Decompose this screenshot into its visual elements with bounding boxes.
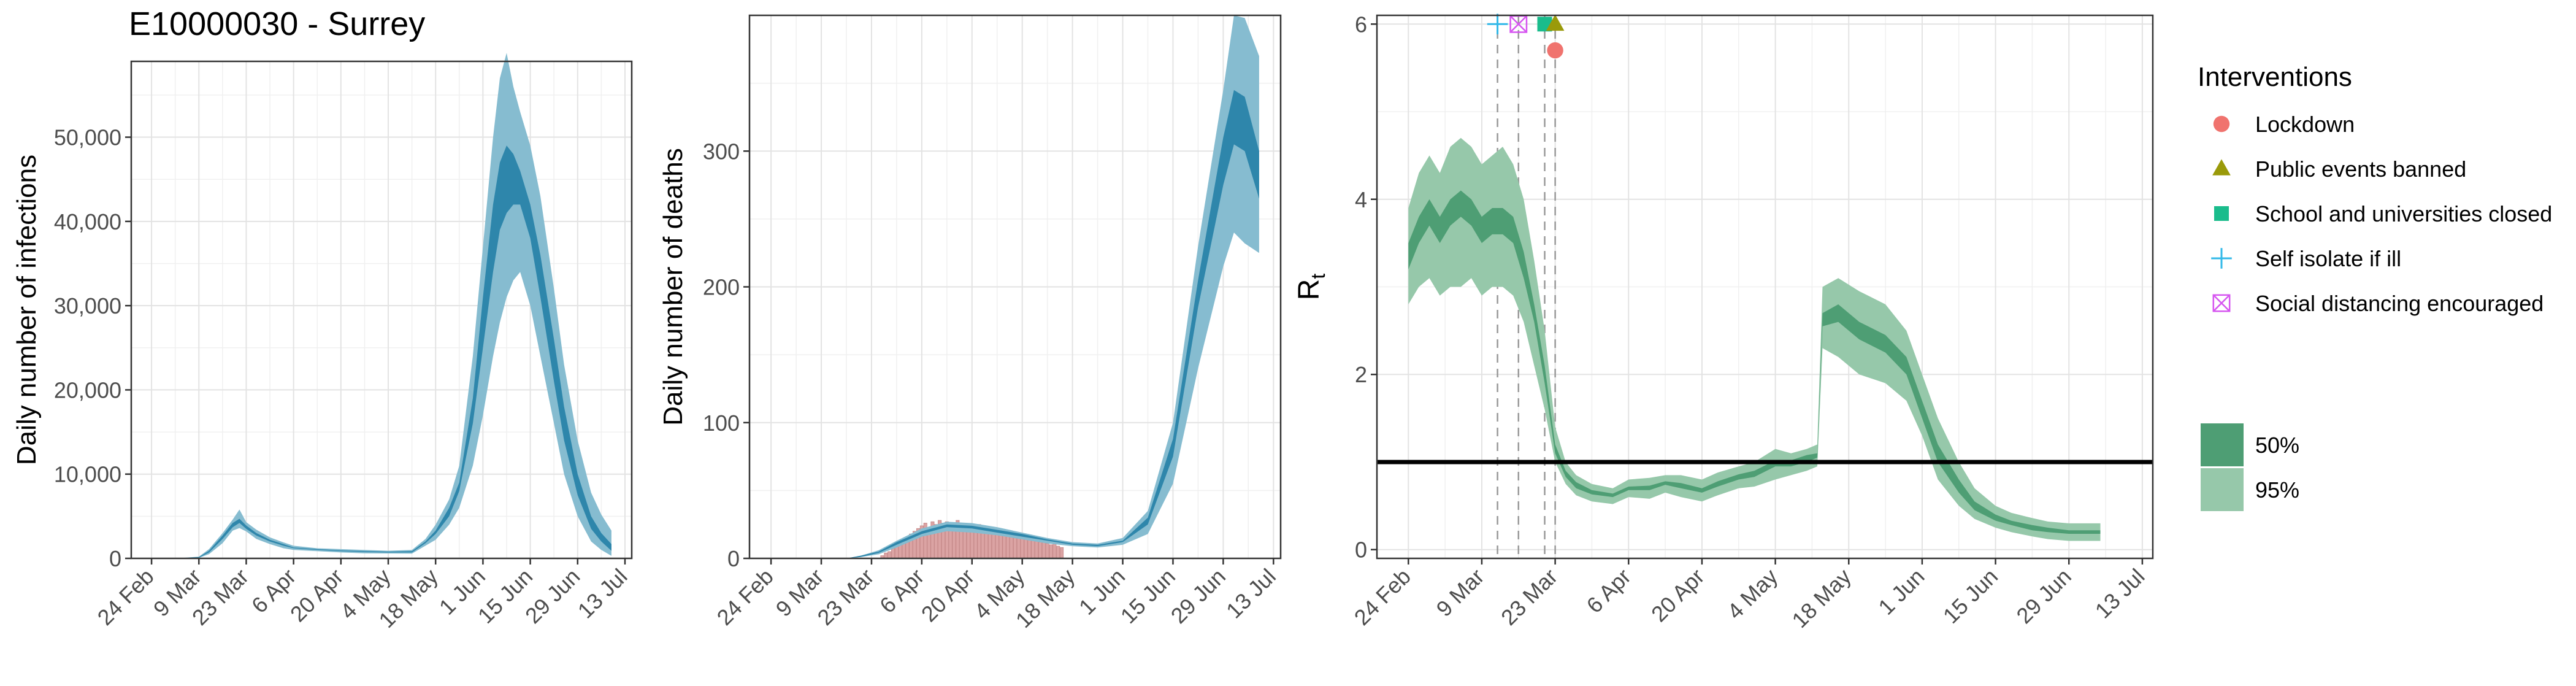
- death-bar: [1013, 536, 1018, 559]
- y-tick-label: 300: [703, 139, 740, 164]
- plot-border: [1376, 14, 2154, 560]
- legend-band-label: 95%: [2255, 477, 2299, 503]
- legend-band-swatch: [2201, 468, 2244, 511]
- death-bar: [1056, 545, 1060, 559]
- death-bar: [1027, 538, 1032, 559]
- x-tick-label: 15 Jun: [1116, 564, 1180, 628]
- legend-key-icon: [2211, 248, 2232, 269]
- legend-item-label: Public events banned: [2255, 156, 2466, 182]
- x-tick-label: 13 Jul: [1221, 564, 1281, 623]
- intervention-marker: [1546, 14, 1565, 31]
- death-bar: [887, 551, 892, 559]
- y-tick-label: 0: [1355, 538, 1367, 563]
- y-tick-label: 6: [1355, 12, 1367, 37]
- x-tick-label: 23 Mar: [1496, 564, 1562, 630]
- legend-key-icon: [2212, 159, 2231, 175]
- y-tick-label: 100: [703, 410, 740, 436]
- ci-50-band: [1408, 190, 2101, 534]
- rt-panel: 0 2 4 6 24 Feb 9 Mar 23 Mar 6 Apr 20 Apr 4 May 18 …: [1293, 12, 2154, 633]
- death-bar: [898, 544, 902, 559]
- death-bar: [999, 532, 1003, 559]
- legend-key-icon: [2213, 115, 2230, 133]
- page-title: E10000030 - Surrey: [129, 6, 426, 42]
- x-tick-label: 1 Jun: [1873, 564, 1929, 620]
- intervention-marker: [1487, 13, 1508, 35]
- y-tick-label: 40,000: [54, 209, 121, 234]
- x-tick-label: 4 May: [1722, 564, 1782, 624]
- y-axis-title: Rt: [1293, 274, 1329, 301]
- x-tick-label: 24 Feb: [92, 564, 158, 630]
- death-bar: [1045, 543, 1049, 559]
- y-axis-title: Daily number of deaths: [658, 148, 688, 425]
- y-tick-label: 0: [109, 546, 121, 571]
- legend-band-label: 50%: [2255, 433, 2299, 458]
- x-tick-label: 13 Jul: [2090, 564, 2150, 623]
- y-tick-label: 50,000: [54, 125, 121, 150]
- plot-border: [130, 60, 633, 560]
- death-bar: [1035, 539, 1039, 559]
- death-bar: [1024, 539, 1028, 559]
- death-bar: [884, 552, 888, 559]
- death-bar: [1031, 540, 1035, 559]
- ci-95-band: [1408, 137, 2101, 541]
- y-tick-label: 4: [1355, 187, 1367, 212]
- y-tick-label: 0: [727, 546, 740, 571]
- death-bar: [1041, 540, 1046, 559]
- death-bar: [1052, 542, 1057, 559]
- x-tick-label: 29 Jun: [1166, 564, 1230, 628]
- legend-key-icon: [2212, 294, 2231, 312]
- x-tick-label: 13 Jul: [573, 564, 632, 623]
- legend-title: Interventions: [2198, 62, 2352, 92]
- death-bar: [1060, 547, 1064, 559]
- death-bar: [988, 531, 992, 559]
- death-bar: [984, 531, 989, 559]
- y-axis-title: Daily number of infections: [12, 155, 42, 465]
- x-tick-label: 29 Jun: [520, 564, 585, 628]
- x-tick-label: 20 Apr: [285, 564, 348, 627]
- death-bar: [1049, 544, 1053, 559]
- y-tick-label: 30,000: [54, 293, 121, 318]
- death-bar: [1020, 536, 1024, 559]
- legend-item-label: School and universities closed: [2255, 201, 2552, 226]
- x-tick-label: 20 Apr: [1646, 564, 1709, 627]
- x-tick-label: 18 May: [1787, 564, 1855, 633]
- death-bar: [1038, 542, 1042, 559]
- legend-item-label: Social distancing encouraged: [2255, 291, 2543, 316]
- x-tick-label: 15 Jun: [1938, 564, 2003, 628]
- death-bar: [995, 533, 999, 559]
- legend-item-label: Lockdown: [2255, 112, 2355, 137]
- death-bar: [966, 530, 970, 559]
- legend-item-label: Self isolate if ill: [2255, 246, 2401, 271]
- ci-50-band: [151, 145, 611, 559]
- x-tick-label: 24 Feb: [1349, 564, 1416, 630]
- x-tick-label: 29 Jun: [2011, 564, 2076, 628]
- y-tick-label: 2: [1355, 362, 1367, 387]
- y-tick-label: 20,000: [54, 377, 121, 403]
- intervention-marker: [1547, 42, 1563, 59]
- x-tick-label: 23 Mar: [812, 564, 878, 630]
- legend-key-icon: [2214, 206, 2229, 221]
- legend: Interventions Lockdown Public events banne…: [2198, 62, 2552, 511]
- x-tick-label: 24 Feb: [712, 564, 778, 630]
- x-tick-label: 6 Apr: [1581, 564, 1635, 618]
- y-tick-label: 200: [703, 275, 740, 300]
- x-tick-label: 9 Mar: [1432, 564, 1489, 622]
- x-tick-label: 20 Apr: [916, 564, 979, 627]
- legend-band-swatch: [2201, 423, 2244, 466]
- y-tick-label: 10,000: [54, 462, 121, 487]
- ci-95-band: [151, 53, 611, 559]
- death-bar: [1006, 534, 1010, 559]
